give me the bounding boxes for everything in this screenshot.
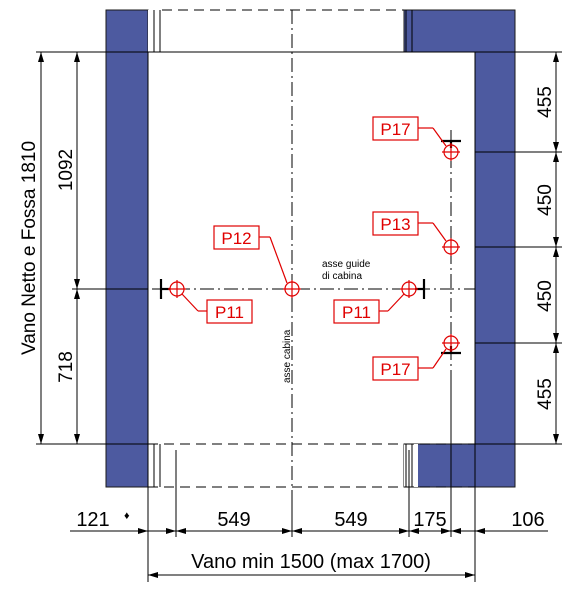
bottom-right-wall [403,443,516,488]
crosshair-circle-icon [442,143,460,161]
right-dim-2: 450 [535,184,556,216]
point-label-p13: P13 [380,215,410,234]
shaft-interior [147,9,476,488]
point-label-p12: P12 [221,229,251,248]
vano-netto-fossa-label: Vano Netto e Fossa 1810 [19,141,40,355]
bottom-dim-549-left: 549 [217,509,250,531]
right-wall [474,51,516,488]
left-wall [105,9,149,488]
point-label-p11-right: P11 [342,303,371,322]
point-label-p17-top: P17 [380,120,410,139]
cabin-axis-label: asse cabina [282,329,293,383]
crosshair-circle-icon [168,280,186,298]
point-label-p11-left: P11 [215,303,244,322]
crosshair-circle-icon [442,334,460,352]
left-dim-lower: 718 [56,351,77,383]
diamond-marker-icon: ♦ [124,510,130,522]
crosshair-circle-icon [400,280,418,298]
bottom-left-wall-strip [105,443,149,488]
left-dim-upper: 1092 [56,149,77,191]
point-label-p17-bottom: P17 [380,360,410,379]
guide-axis-label-line1: asse guide [322,259,371,270]
guide-rails [159,139,461,355]
crosshair-circle-icon [442,238,460,256]
bottom-dim-175: 175 [413,509,446,531]
crosshair-circle-icon [283,280,301,298]
bottom-dim-549-right: 549 [334,509,367,531]
bottom-dim-121: 121 [76,509,109,531]
top-right-wall [403,9,516,53]
right-dim-1: 455 [535,86,556,118]
right-dim-4: 455 [535,378,556,410]
left-dimension-lines [36,51,148,445]
bottom-dim-106: 106 [511,509,544,531]
shaft-walls [105,9,516,488]
overall-width-label: Vano min 1500 (max 1700) [191,551,431,573]
guide-axis-label-line2: di cabina [322,271,362,282]
right-dim-3: 450 [535,280,556,312]
bottom-dimension-lines [70,380,548,582]
